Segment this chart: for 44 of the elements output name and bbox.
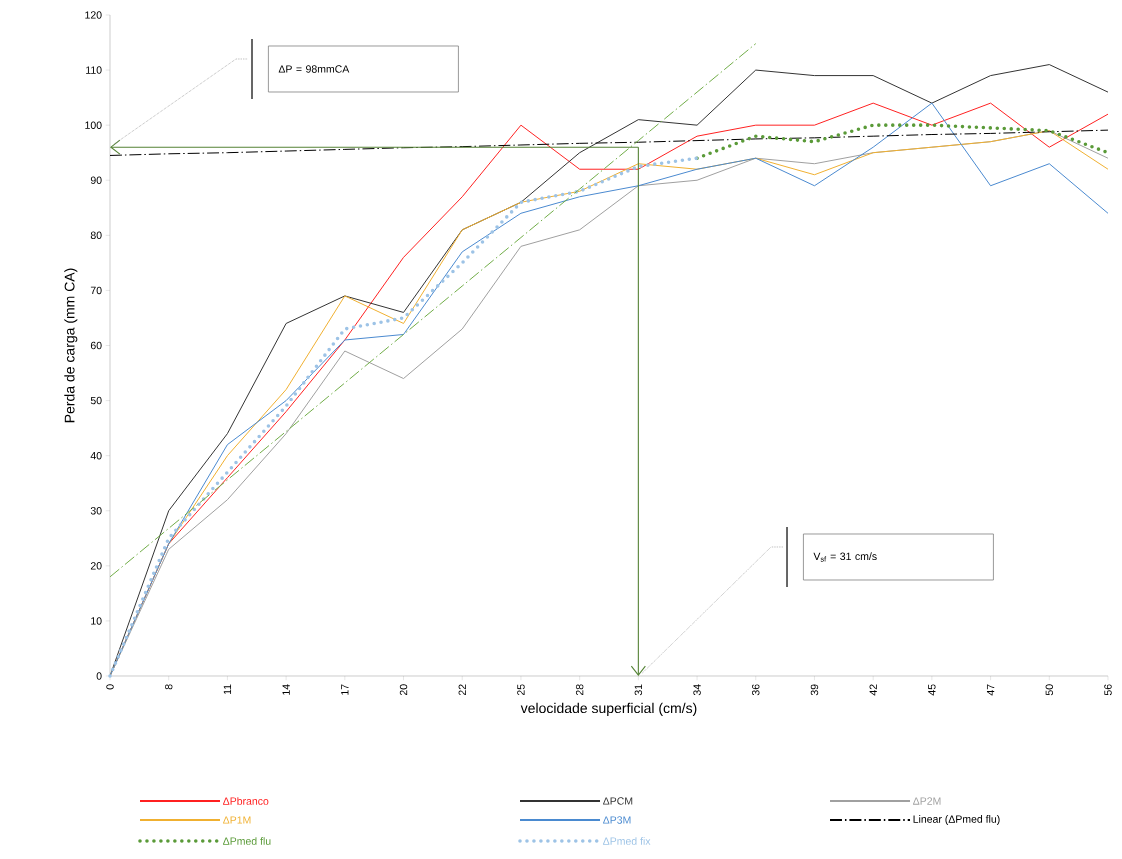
x-tick-label: 0	[106, 684, 114, 690]
y-tick-label: 90	[90, 176, 102, 184]
text: ΔP2M	[913, 797, 941, 805]
y-tick-label: 60	[90, 341, 102, 350]
x-tick-label: 8	[164, 684, 173, 690]
y-tick-label: 50	[90, 396, 102, 405]
x-tick-label: 14	[282, 684, 290, 695]
text: ΔP1M	[223, 816, 251, 824]
x-tick-label: 50	[1045, 684, 1054, 696]
text: ΔPbranco	[223, 797, 269, 805]
y-tick-label: 20	[90, 562, 102, 570]
x-tick-label: 28	[575, 684, 584, 696]
text: ΔP3M	[603, 816, 631, 824]
x-tick-label: 25	[517, 684, 525, 696]
y-tick-label: 70	[90, 286, 102, 295]
text: ΔPCM	[603, 797, 633, 805]
y-axis-title: Perda de carga (mm CA)	[64, 268, 78, 423]
y-tick-label: 110	[86, 66, 102, 74]
y-tick-label: 120	[85, 11, 102, 19]
x-tick-label: 45	[928, 684, 936, 696]
x-tick-label: 20	[399, 684, 408, 696]
x-tick-label: 22	[458, 684, 466, 696]
x-tick-label: 36	[752, 684, 760, 696]
line-series	[108, 156, 699, 678]
y-tick-label: 10	[91, 617, 102, 625]
x-tick-label: 47	[986, 684, 995, 696]
x-axis-title: velocidade superficial (cm/s)	[520, 702, 697, 716]
y-tick-label: 30	[90, 507, 102, 515]
y-tick-label: 80	[90, 231, 102, 240]
y-tick-label: 40	[90, 451, 102, 460]
text: ΔPmed fix	[603, 837, 651, 845]
annotation: V$_{sf}$ = 31 cm/s	[813, 552, 877, 562]
y-tick-label: 0	[96, 672, 102, 680]
text: Linear (ΔPmed flu)	[913, 815, 1000, 825]
y-tick-label: 100	[85, 121, 102, 129]
x-tick-label: 42	[869, 684, 877, 696]
x-tick-label: 34	[693, 684, 701, 696]
x-tick-label: 31	[634, 684, 643, 696]
x-tick-label: 39	[810, 684, 819, 696]
x-tick-label: 56	[1104, 684, 1112, 696]
x-tick-label: 17	[341, 684, 349, 695]
text: ΔPmed flu	[223, 837, 271, 845]
annotation: ΔP = 98mmCA	[278, 65, 350, 73]
x-tick-label: 11	[223, 684, 232, 695]
